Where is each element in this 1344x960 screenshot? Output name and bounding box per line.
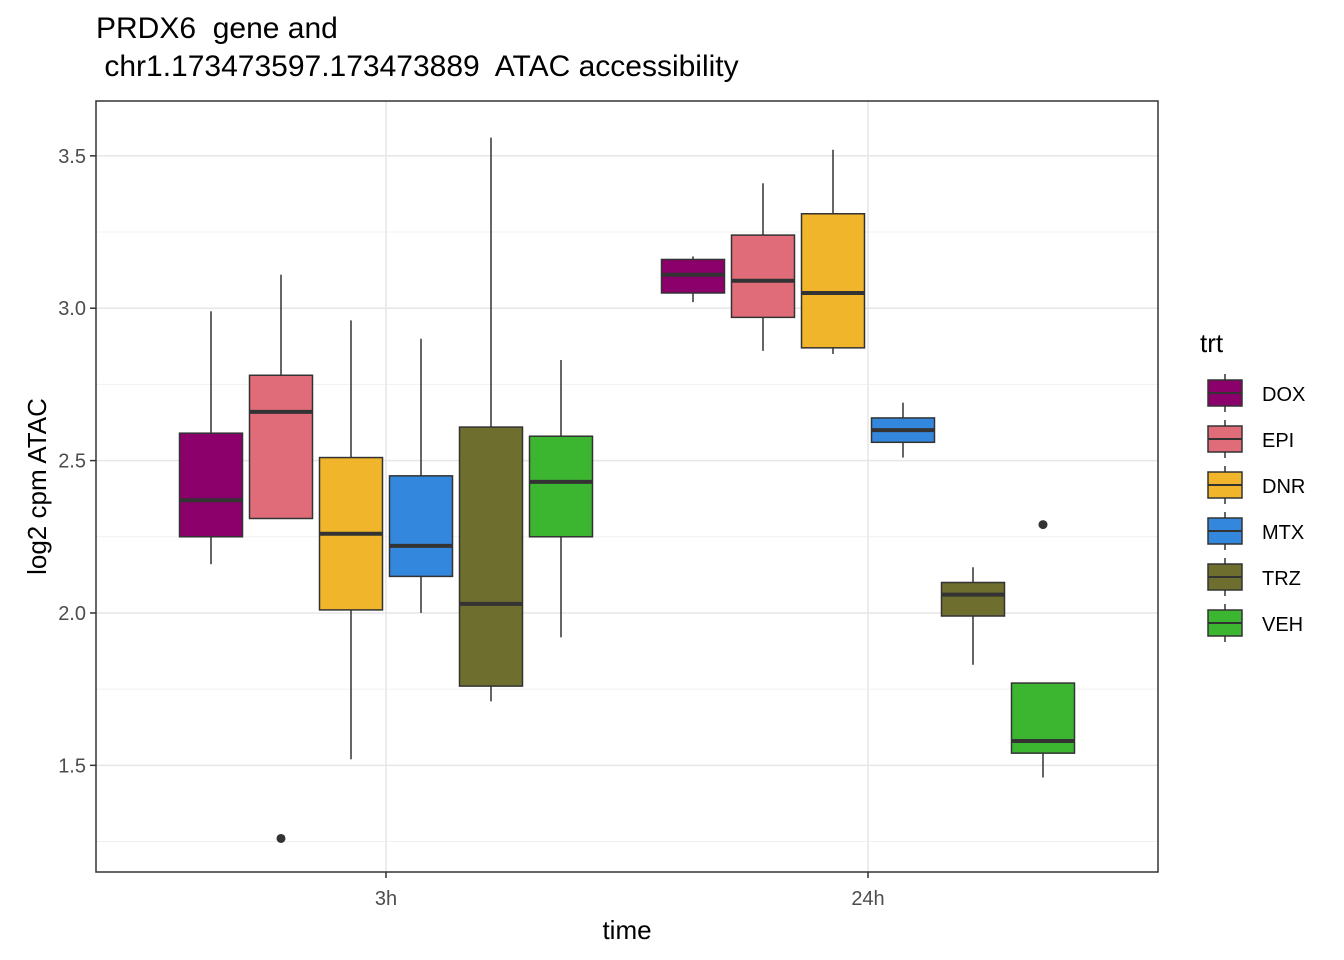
legend: trt DOX EPI DNR MTX TRZ VEH <box>1200 328 1305 642</box>
box-epi-24h <box>730 183 796 351</box>
y-tick-label: 3.5 <box>58 146 86 168</box>
box-dnr-3h <box>318 320 384 760</box>
x-tick-label: 3h <box>375 888 397 910</box>
y-tick-label: 1.5 <box>58 755 86 777</box>
y-tick-label: 2.0 <box>58 603 86 625</box>
box-mtx-24h <box>870 402 936 458</box>
box-iqr <box>940 581 1006 617</box>
legend-label: EPI <box>1262 430 1294 452</box>
x-axis: 3h 24h <box>375 872 885 910</box>
box-mtx-3h <box>388 338 454 613</box>
legend-key-dnr: DNR <box>1207 466 1305 504</box>
box-epi-3h <box>248 274 314 843</box>
box-iqr <box>458 426 524 687</box>
chart-title-line-2: chr1.173473597.173473889 ATAC accessibil… <box>96 50 739 83</box>
y-axis: 1.5 2.0 2.5 3.0 3.5 <box>58 146 96 777</box>
legend-key-epi: EPI <box>1207 420 1294 458</box>
legend-label: MTX <box>1262 522 1304 544</box>
box-dnr-24h <box>800 149 866 354</box>
legend-label: VEH <box>1262 614 1303 636</box>
x-tick-label: 24h <box>851 888 884 910</box>
legend-key-mtx: MTX <box>1207 512 1304 550</box>
box-iqr <box>178 432 244 538</box>
box-trz-24h <box>940 567 1006 665</box>
box-iqr <box>528 435 594 538</box>
box-veh-3h <box>528 360 594 638</box>
box-dox-3h <box>178 311 244 565</box>
legend-key-veh: VEH <box>1207 604 1303 642</box>
chart-title-line-1: PRDX6 gene and <box>96 12 338 45</box>
box-iqr <box>800 213 866 349</box>
box-dox-24h <box>660 256 726 303</box>
box-iqr <box>388 475 454 578</box>
legend-label: DNR <box>1262 476 1305 498</box>
box-plots <box>178 137 1076 843</box>
box-iqr <box>730 234 796 319</box>
grid-lines <box>96 101 1158 872</box>
outlier-point <box>276 833 286 843</box>
box-iqr <box>248 374 314 520</box>
box-trz-3h <box>458 137 524 702</box>
y-axis-title: log2 cpm ATAC <box>22 398 52 575</box>
legend-key-dox: DOX <box>1207 374 1305 412</box>
legend-title: trt <box>1200 328 1224 358</box>
x-axis-title: time <box>602 915 651 945</box>
outlier-point <box>1038 520 1048 530</box>
legend-label: DOX <box>1262 384 1305 406</box>
y-tick-label: 3.0 <box>58 298 86 320</box>
panel-border <box>95 100 1159 873</box>
y-tick-label: 2.5 <box>58 451 86 473</box>
legend-key-trz: TRZ <box>1207 558 1301 596</box>
legend-label: TRZ <box>1262 568 1301 590</box>
box-veh-24h <box>1010 520 1076 778</box>
